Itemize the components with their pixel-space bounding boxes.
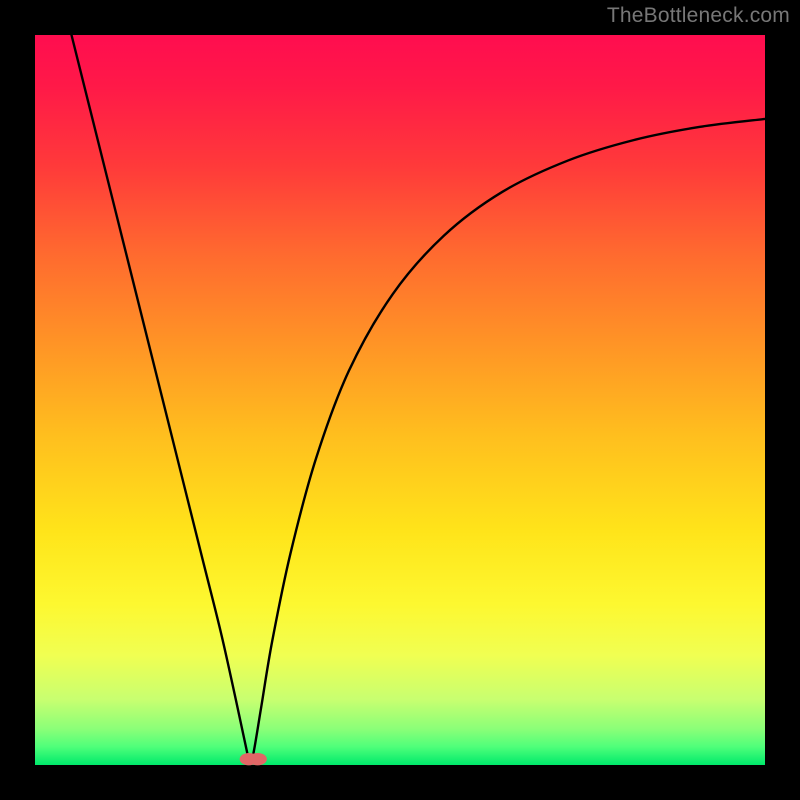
plot-area bbox=[35, 35, 765, 765]
vertex-marker bbox=[248, 753, 266, 765]
bottleneck-chart bbox=[0, 0, 800, 800]
watermark-text: TheBottleneck.com bbox=[607, 4, 790, 28]
chart-container: TheBottleneck.com bbox=[0, 0, 800, 800]
